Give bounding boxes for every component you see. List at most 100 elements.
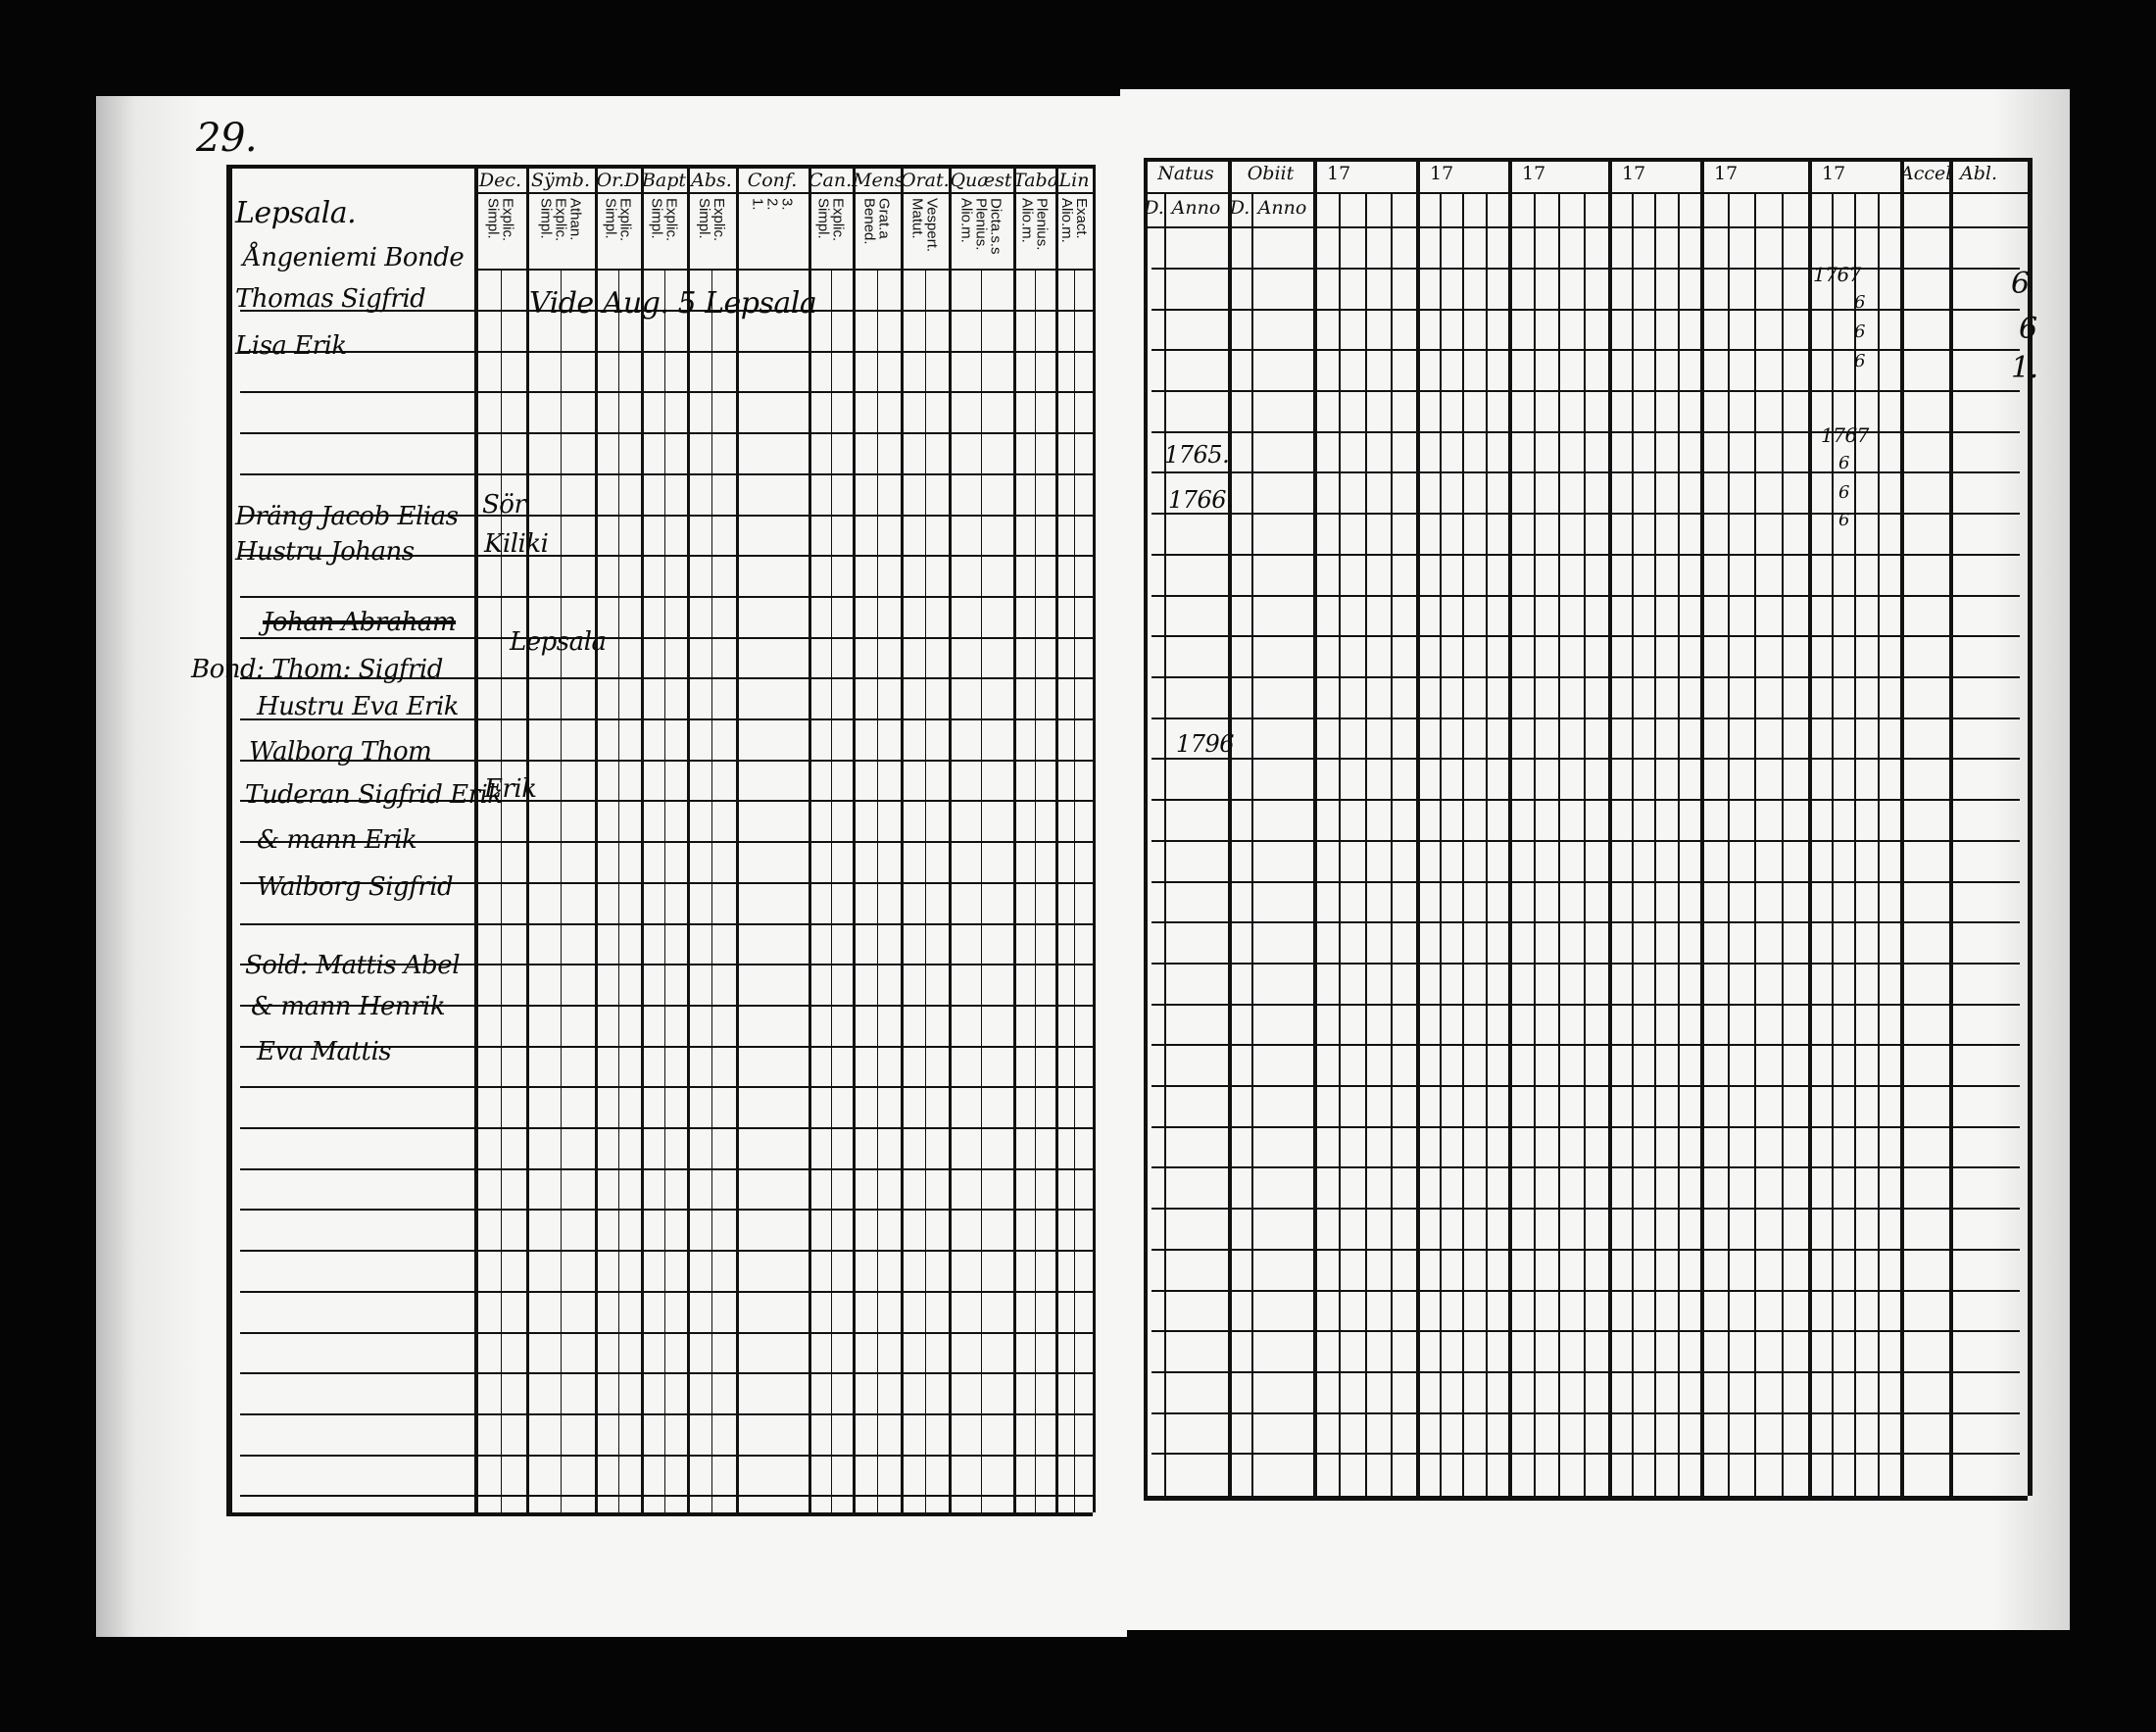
column-header: Dec.	[478, 170, 522, 191]
column-header: Lin	[1058, 170, 1090, 191]
column-subheader: Vespert. Matut.	[908, 198, 941, 253]
year-mark: 6	[1838, 482, 1849, 503]
name-entry: Walborg Sigfrid	[257, 872, 454, 902]
sub-column-line	[618, 269, 619, 1512]
table-border	[1144, 158, 2028, 162]
row-line	[240, 760, 1093, 762]
name-entry: Eva Mattis	[257, 1037, 392, 1066]
sub-column-line	[1534, 192, 1536, 1496]
grid-line	[641, 165, 644, 1512]
grid-line	[1313, 158, 1317, 1496]
sub-column-line	[1728, 192, 1730, 1496]
natus-day-header: D.	[1144, 197, 1164, 219]
name-entry: Lisa Erik	[235, 331, 347, 361]
grid-line	[1608, 158, 1612, 1496]
year-mark: 6	[1854, 351, 1865, 371]
sub-column-line	[1074, 269, 1075, 1512]
grid-line	[474, 165, 478, 1512]
grid-line	[736, 165, 739, 1512]
row-line	[240, 1127, 1093, 1129]
year-mark: 1767	[1821, 423, 1869, 447]
grid-line	[526, 165, 529, 1512]
row-line	[1152, 840, 2020, 842]
grid-line	[474, 269, 1093, 271]
grid-line	[1144, 226, 2028, 228]
row-line	[240, 923, 1093, 925]
row-line	[1152, 1249, 2020, 1251]
grid-line	[1416, 158, 1420, 1496]
row-line	[1152, 881, 2020, 883]
column-header: Abs.	[691, 170, 732, 191]
row-line	[1152, 309, 2020, 311]
name-entry: & mann Henrik	[251, 992, 446, 1021]
grid-line	[1055, 165, 1058, 1512]
year-mark: 6	[1854, 292, 1865, 313]
row-line	[1152, 513, 2020, 515]
column-subheader: Explic. Simpl.	[648, 198, 680, 242]
row-line	[1152, 554, 2020, 556]
row-line	[240, 1168, 1093, 1170]
grid-line	[949, 165, 952, 1512]
name-entry: Ångeniemi Bonde	[243, 243, 465, 272]
grid-line	[1508, 158, 1512, 1496]
column-header: Orat.	[901, 170, 949, 191]
row-line	[1152, 1412, 2020, 1414]
sub-column-line	[1878, 192, 1880, 1496]
sub-column-line	[1339, 192, 1341, 1496]
row-line	[1152, 635, 2020, 637]
grid-line	[595, 165, 598, 1512]
year-group-header: 17	[1622, 163, 1646, 184]
row-line	[240, 1005, 1093, 1007]
column-header: Bapt	[641, 170, 687, 191]
obiit-header: Obiit	[1247, 163, 1295, 184]
year-group-header: 17	[1430, 163, 1454, 184]
year-mark: 6	[1838, 510, 1849, 530]
row-line	[1152, 349, 2020, 351]
dec-entry: Erik	[484, 774, 537, 804]
column-subheader: Explic. Simpl.	[814, 198, 847, 242]
row-line	[1152, 1371, 2020, 1373]
row-line	[1152, 268, 2020, 270]
column-subheader: Grat.a Bened.	[860, 198, 893, 245]
sub-column-line	[1678, 192, 1680, 1496]
column-subheader: Plenius. Alio.m.	[1018, 198, 1051, 251]
column-header: Can.D	[808, 170, 853, 191]
column-subheader: Athan. Explic. Simpl.	[537, 198, 584, 242]
sub-column-line	[1854, 192, 1856, 1496]
row-line	[1152, 431, 2020, 433]
birth-year: 1766.	[1168, 486, 1234, 514]
row-line	[1152, 799, 2020, 801]
sub-column-line	[981, 269, 982, 1512]
birth-year: 1765.	[1164, 441, 1230, 469]
name-entry: Hustru Johans	[235, 537, 415, 567]
row-line	[240, 515, 1093, 517]
name-entry: Bond: Thom: Sigfrid	[191, 655, 443, 684]
row-line	[240, 718, 1093, 720]
table-border	[2028, 158, 2033, 1496]
row-line	[1152, 718, 2020, 719]
natus-year-header: Anno	[1171, 197, 1221, 219]
accel-header: Accel	[1900, 163, 1949, 184]
name-entry: Walborg Thom	[249, 737, 432, 767]
grid-line	[1808, 158, 1812, 1496]
sub-column-line	[561, 269, 562, 1512]
grid-line	[1900, 158, 1904, 1496]
row-line	[240, 1291, 1093, 1293]
row-line	[1152, 1085, 2020, 1087]
row-line	[240, 310, 1093, 312]
sub-column-line	[1440, 192, 1442, 1496]
row-line	[1152, 963, 2020, 965]
grid-line	[1144, 192, 2028, 194]
column-header: Sÿmb.	[531, 170, 590, 191]
row-line	[1152, 1166, 2020, 1168]
row-line	[240, 964, 1093, 965]
grid-line	[1164, 192, 1166, 1496]
row-line	[240, 1455, 1093, 1457]
row-line	[1152, 1453, 2020, 1455]
left-page	[96, 96, 1127, 1637]
sub-column-line	[925, 269, 926, 1512]
margin-number: 6	[2011, 267, 2030, 301]
sub-column-line	[1558, 192, 1560, 1496]
column-header: Or.D	[596, 170, 640, 191]
